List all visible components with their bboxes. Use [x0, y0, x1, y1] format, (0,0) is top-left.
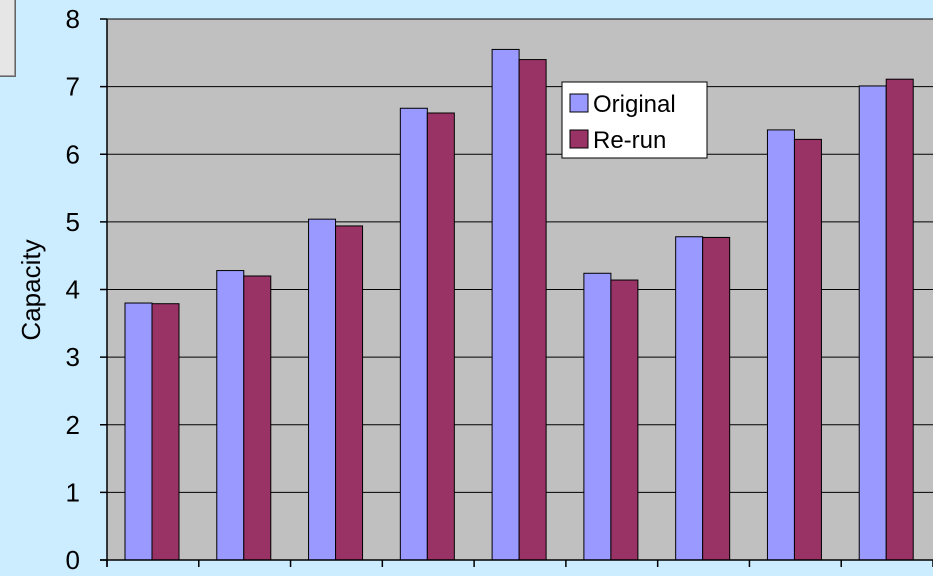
bar-original [584, 273, 611, 560]
y-tick-label: 2 [66, 410, 80, 440]
legend-label-rerun: Re-run [593, 127, 666, 154]
y-tick-label: 3 [66, 342, 80, 372]
bar-original [492, 49, 519, 560]
bar-original [859, 86, 886, 560]
partial-panel [0, 0, 15, 76]
bar-original [125, 303, 152, 560]
y-tick-label: 4 [66, 275, 80, 305]
bar-rerun [244, 276, 271, 560]
y-tick-label: 0 [66, 545, 80, 571]
bar-rerun [336, 226, 363, 560]
y-tick-label: 8 [66, 4, 80, 34]
bar-original [676, 237, 703, 560]
bar-original [217, 271, 244, 560]
bar-rerun [519, 60, 546, 560]
bar-rerun [794, 139, 821, 560]
bar-rerun [152, 304, 179, 560]
y-tick-label: 5 [66, 207, 80, 237]
legend-swatch-original [570, 94, 588, 112]
y-tick-label: 6 [66, 139, 80, 169]
bar-original [400, 108, 427, 560]
y-tick-labels: 0 1 2 3 4 5 6 7 8 [66, 4, 80, 571]
bar-rerun [703, 237, 730, 560]
y-tick-label: 1 [66, 477, 80, 507]
bar-rerun [886, 79, 913, 560]
bar-original [767, 130, 794, 560]
bar-rerun [611, 280, 638, 560]
legend-swatch-rerun [570, 130, 588, 148]
legend: Original Re-run [562, 82, 707, 158]
y-axis-label: Capacity [16, 239, 46, 340]
legend-label-original: Original [593, 91, 676, 118]
bar-original [309, 219, 336, 560]
y-tick-label: 7 [66, 72, 80, 102]
bar-rerun [427, 113, 454, 560]
